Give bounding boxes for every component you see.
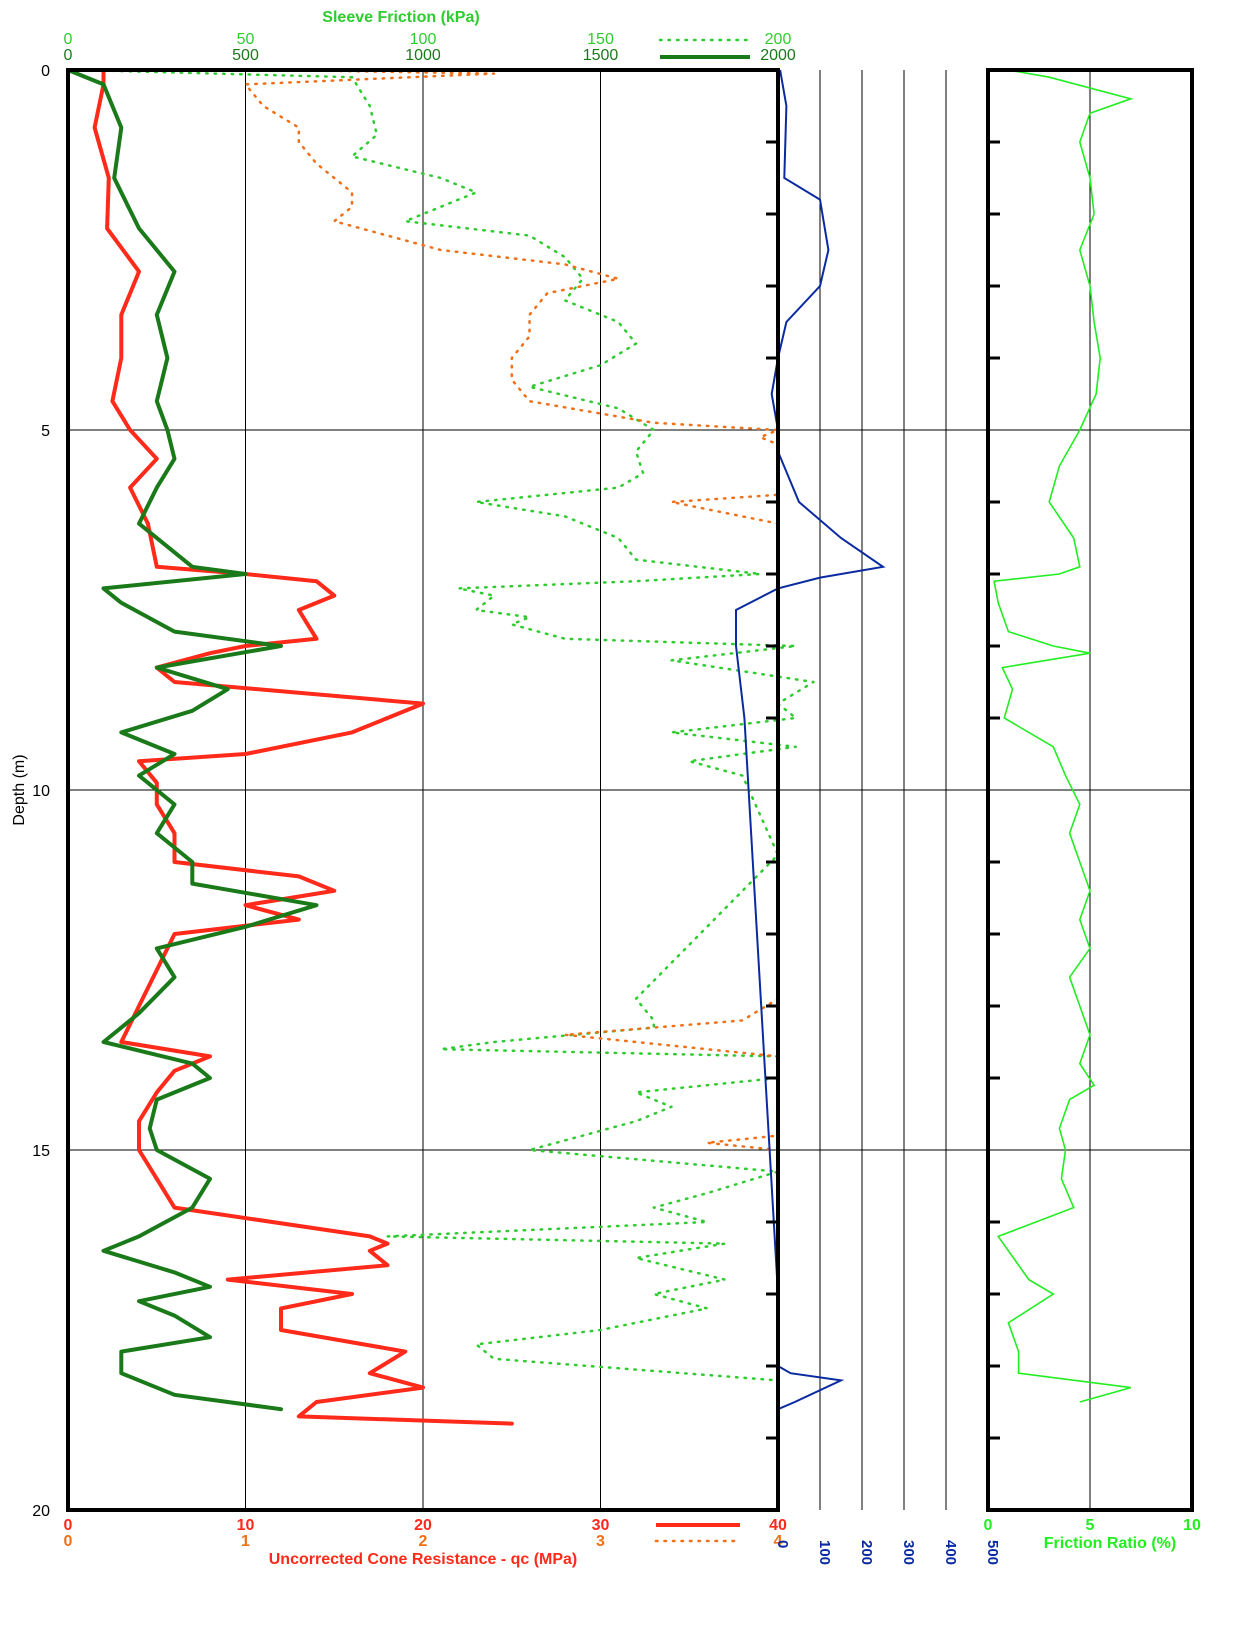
qc-axis-label: Uncorrected Cone Resistance - qc (MPa) [269, 1551, 578, 1568]
main-panel-frame [66, 68, 780, 1512]
fr-panel-frame [986, 68, 1194, 1512]
qc-small-tick-label: 2 [419, 1533, 428, 1550]
fs-tick-label: 2000 [760, 47, 796, 64]
series-fs [66, 68, 319, 1412]
qc-tick-label: 10 [237, 1517, 255, 1534]
pore-tick-label: 100 [816, 1540, 833, 1565]
depth-tick-label: 10 [32, 783, 50, 800]
fs-tick-label: 500 [232, 47, 259, 64]
qc-small-tick-label: 4 [774, 1533, 783, 1550]
fr-axis-label: Friction Ratio (%) [1044, 1535, 1176, 1552]
sleeve-friction-title: Sleeve Friction (kPa) [322, 9, 479, 26]
qc-tick-label: 40 [769, 1517, 787, 1534]
series-qc_small [244, 68, 780, 1152]
qc-small-tick-label: 3 [596, 1533, 605, 1550]
depth-tick-label: 5 [41, 423, 50, 440]
fs-small-tick-label: 100 [410, 31, 437, 48]
qc-tick-label: 30 [592, 1517, 610, 1534]
fr-tick-label: 5 [1086, 1517, 1095, 1534]
pore-tick-label: 0 [774, 1540, 791, 1548]
fr-tick-label: 0 [984, 1517, 993, 1534]
series-layer [66, 68, 1134, 1426]
pore-tick-label: 200 [858, 1540, 875, 1565]
qc-tick-label: 20 [414, 1517, 432, 1534]
pore-tick-label: 400 [942, 1540, 959, 1565]
fs-small-tick-label: 150 [587, 31, 614, 48]
depth-tick-label: 15 [32, 1143, 50, 1160]
series-friction-ratio [993, 69, 1134, 1403]
fs-tick-label: 0 [64, 47, 73, 64]
depth-tick-label: 20 [32, 1503, 50, 1520]
qc-small-tick-label: 0 [64, 1533, 73, 1550]
depth-axis-label: Depth (m) [11, 754, 28, 825]
series-qc [92, 68, 514, 1426]
fs-tick-label: 1000 [405, 47, 441, 64]
qc-small-tick-label: 1 [241, 1533, 250, 1550]
series-fs_small [77, 68, 815, 1382]
frame-layer [66, 68, 1194, 1512]
fs-small-tick-label: 50 [237, 31, 255, 48]
qc-tick-label: 0 [64, 1517, 73, 1534]
fs-small-tick-label: 200 [765, 31, 792, 48]
depth-tick-label: 0 [41, 63, 50, 80]
fs-small-tick-label: 0 [64, 31, 73, 48]
pore-tick-label: 500 [984, 1540, 1001, 1565]
series-pore-pressure [735, 69, 886, 1411]
fs-tick-label: 1500 [583, 47, 619, 64]
pore-tick-label: 300 [900, 1540, 917, 1565]
fr-tick-label: 10 [1183, 1517, 1201, 1534]
grid-layer [68, 70, 1192, 1510]
